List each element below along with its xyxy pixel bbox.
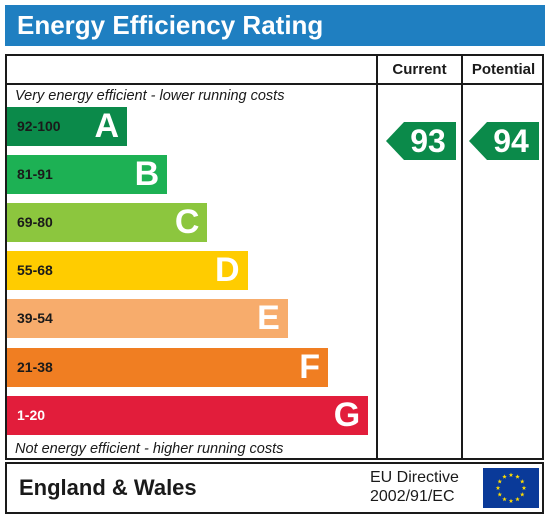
band-range-label: 55-68 xyxy=(17,262,53,279)
current-rating-value: 93 xyxy=(410,123,446,159)
eu-star-icon xyxy=(497,479,503,484)
header-divider xyxy=(7,83,542,85)
band-range-label: 1-20 xyxy=(17,406,46,423)
eu-flag-icon xyxy=(483,468,539,508)
divider-potential xyxy=(461,56,463,458)
band-range-label: 81-91 xyxy=(17,166,53,183)
divider-current xyxy=(376,56,378,458)
band-letter-label: A xyxy=(94,107,119,145)
eu-star-icon xyxy=(508,472,514,477)
band-letter-label: B xyxy=(134,155,160,194)
rating-chart: Current Potential Very energy efficient … xyxy=(5,54,544,460)
eu-star-icon xyxy=(515,496,520,502)
band-letter-label: E xyxy=(257,299,280,338)
directive-line-1: EU Directive xyxy=(370,469,459,486)
band-range-label: 92-100 xyxy=(17,118,61,134)
band-letter-label: F xyxy=(299,347,320,386)
page-title: Energy Efficiency Rating xyxy=(5,5,545,46)
eu-star-icon xyxy=(502,496,507,502)
band-g: 1-20 G xyxy=(7,395,369,435)
band-b: 81-91 B xyxy=(7,155,168,195)
note-efficient: Very energy efficient - lower running co… xyxy=(15,88,285,104)
eu-star-icon xyxy=(497,492,503,497)
band-d: 55-68 D xyxy=(7,251,248,291)
current-rating-arrow xyxy=(386,122,456,160)
eu-star-icon xyxy=(508,498,514,503)
band-e: 39-54 E xyxy=(7,299,288,339)
band-range-label: 21-38 xyxy=(17,358,53,375)
eu-star-icon xyxy=(502,474,507,479)
directive-label: EU Directive 2002/91/EC xyxy=(370,468,459,506)
directive-line-2: 2002/91/EC xyxy=(370,488,455,505)
band-c: 69-80 C xyxy=(7,203,208,243)
eu-star-icon xyxy=(521,485,527,490)
band-range-label: 39-54 xyxy=(17,310,53,327)
potential-rating-value: 94 xyxy=(493,123,529,159)
footer: England & Wales EU Directive 2002/91/EC xyxy=(5,462,544,514)
band-f: 21-38 F xyxy=(7,347,328,387)
eu-star-icon xyxy=(515,474,520,479)
eu-star-icon xyxy=(495,485,501,490)
current-rating-marker: 93 xyxy=(386,122,456,160)
band-letter-label: D xyxy=(215,251,240,290)
column-header-potential: Potential xyxy=(471,61,536,78)
band-letter-label: G xyxy=(333,395,361,434)
potential-rating-marker: 94 xyxy=(469,122,539,160)
note-inefficient: Not energy efficient - higher running co… xyxy=(15,441,284,457)
potential-rating-arrow xyxy=(469,122,539,160)
region-label: England & Wales xyxy=(19,475,197,500)
column-header-current: Current xyxy=(392,61,447,78)
band-range-label: 69-80 xyxy=(17,214,53,231)
band-a: 92-100 A xyxy=(7,107,127,146)
eu-star-icon xyxy=(519,492,525,497)
band-letter-label: C xyxy=(174,203,200,242)
eu-star-icon xyxy=(519,479,525,484)
